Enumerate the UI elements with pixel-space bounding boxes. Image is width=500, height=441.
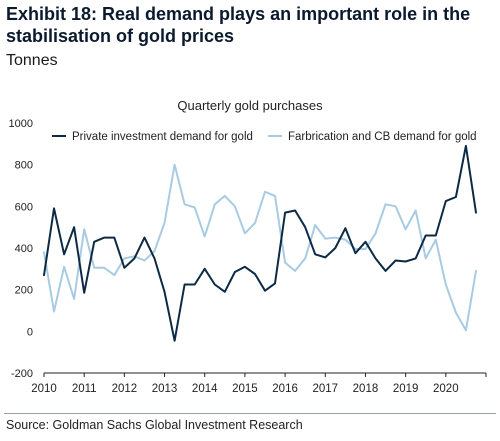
x-tick-label: 2020 — [433, 383, 459, 395]
y-tick-label: 200 — [15, 285, 33, 297]
x-tick-label: 2015 — [232, 383, 258, 395]
y-tick-label: 400 — [15, 243, 33, 255]
x-tick-label: 2011 — [72, 383, 97, 395]
page-subtitle: Tonnes — [6, 52, 58, 69]
series-line-fabrication-cb — [43, 163, 477, 332]
source-note: Source: Goldman Sachs Global Investment … — [6, 418, 303, 432]
series-line-private-investment — [43, 144, 477, 342]
y-tick-label: 0 — [27, 326, 33, 338]
y-tick-label: 600 — [15, 201, 33, 213]
y-tick-label: 800 — [15, 160, 33, 172]
x-tick-label: 2014 — [192, 383, 218, 395]
chart-title: Quarterly gold purchases — [177, 98, 323, 113]
legend-label: Private investment demand for gold — [72, 131, 253, 143]
y-tick-label: 1000 — [9, 118, 33, 130]
page-title: Exhibit 18: Real demand plays an importa… — [6, 4, 471, 46]
x-tick-label: 2018 — [353, 383, 379, 395]
legend-label: Farbrication and CB demand for gold — [288, 131, 477, 143]
x-tick-label: 2012 — [112, 383, 138, 395]
y-tick-label: -200 — [11, 368, 33, 380]
x-tick-label: 2010 — [31, 383, 57, 395]
x-tick-label: 2017 — [312, 383, 338, 395]
x-tick-label: 2013 — [152, 383, 178, 395]
source-divider — [4, 413, 496, 414]
x-tick-label: 2019 — [393, 383, 419, 395]
x-tick-label: 2016 — [272, 383, 298, 395]
